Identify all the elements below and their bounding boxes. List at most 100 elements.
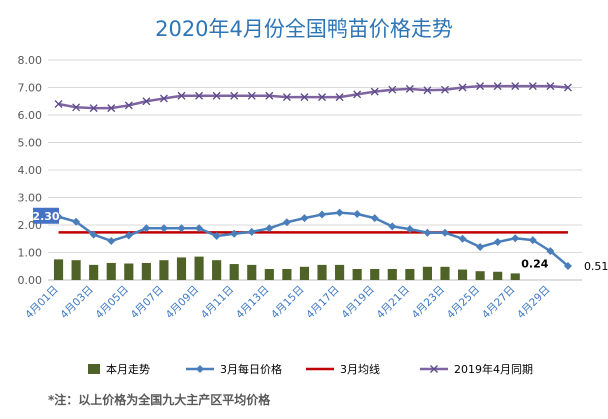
- bar: [229, 264, 239, 280]
- bar-series: [53, 256, 520, 280]
- y-tick-label: 7.00: [18, 82, 43, 95]
- march-daily-point: [159, 224, 168, 233]
- bar: [176, 257, 187, 280]
- bar: [493, 271, 503, 280]
- bar: [159, 260, 169, 280]
- x-tick-label: 4月29日: [515, 284, 553, 322]
- march-daily-point: [230, 229, 239, 238]
- last-year-point: [72, 103, 81, 112]
- march-daily-point: [142, 224, 151, 233]
- data-label: 2.30: [32, 210, 59, 223]
- march-daily-point: [72, 217, 81, 226]
- last-year-line: [58, 84, 569, 110]
- last-year-point: [89, 104, 98, 113]
- march-daily-point: [493, 238, 502, 247]
- last-year-point: [230, 91, 239, 100]
- march-daily-point: [546, 247, 555, 256]
- bar: [387, 269, 397, 280]
- y-tick-label: 5.00: [18, 137, 43, 150]
- last-year-point: [159, 94, 168, 103]
- legend-item: 3月每日价格: [186, 362, 282, 376]
- x-tick-label: 4月25日: [445, 284, 483, 322]
- legend-item: 2019年4月同期: [420, 362, 533, 376]
- y-tick-label: 1.00: [18, 247, 43, 260]
- march-daily-point: [458, 234, 467, 243]
- chart-title: 2020年4月份全国鸭苗价格走势: [155, 17, 453, 41]
- bar: [194, 256, 204, 280]
- x-tick-label: 4月15日: [269, 284, 307, 322]
- x-tick-label: 4月03日: [58, 284, 96, 322]
- march-daily-point: [511, 234, 520, 243]
- last-year-point: [318, 93, 326, 102]
- x-tick-label: 4月01日: [23, 284, 61, 322]
- march-daily-point: [318, 210, 327, 219]
- bar: [317, 264, 327, 280]
- x-tick-label: 4月07日: [129, 284, 167, 322]
- bar: [457, 269, 468, 280]
- last-year-point: [282, 93, 291, 102]
- bar: [370, 269, 380, 280]
- y-tick-label: 8.00: [18, 54, 43, 67]
- bar: [212, 260, 222, 280]
- march-daily-point: [405, 225, 414, 234]
- bar: [475, 271, 485, 280]
- bar: [510, 273, 520, 280]
- last-year-point: [177, 91, 186, 100]
- grid: [48, 59, 582, 253]
- x-tick-label: 4月27日: [480, 284, 518, 322]
- last-year-point: [388, 85, 397, 94]
- march-daily-point: [212, 232, 221, 240]
- y-tick-label: 0.00: [18, 274, 43, 287]
- march-daily-point: [476, 243, 485, 251]
- legend-label: 3月均线: [340, 362, 380, 376]
- last-year-point: [476, 82, 485, 91]
- x-tick-label: 4月17日: [304, 284, 342, 322]
- bar: [352, 269, 362, 280]
- last-year-point: [124, 101, 133, 110]
- x-axis-ticks: 4月01日4月03日4月05日4月07日4月09日4月11日4月13日4月15日…: [23, 284, 552, 322]
- y-tick-label: 4.00: [18, 164, 43, 177]
- legend-item: 3月均线: [306, 362, 380, 376]
- march-daily-point: [107, 236, 116, 245]
- last-year-point: [423, 86, 432, 95]
- bar: [124, 263, 134, 280]
- x-tick-label: 4月05日: [93, 284, 131, 322]
- legend: 本月走势 3月每日价格 3月均线 2019年4月同期: [88, 362, 533, 376]
- last-year-point: [511, 82, 520, 91]
- line-series: [54, 82, 572, 270]
- legend-item: 本月走势: [88, 362, 150, 376]
- x-tick-label: 4月09日: [164, 284, 202, 322]
- march-daily-point: [177, 224, 186, 233]
- data-label-badge: [33, 207, 59, 224]
- last-year-point: [441, 85, 449, 94]
- bar: [282, 269, 292, 280]
- last-year-point: [107, 104, 116, 113]
- bar: [247, 264, 257, 280]
- legend-label: 2019年4月同期: [454, 362, 533, 376]
- last-year-point: [370, 87, 379, 96]
- last-year-point: [142, 97, 151, 106]
- data-label: 0.24: [521, 257, 548, 270]
- x-tick-label: 4月11日: [199, 284, 237, 322]
- bar: [264, 269, 274, 280]
- last-year-point: [405, 84, 414, 93]
- x-tick-label: 4月21日: [374, 284, 412, 322]
- march-daily-point: [440, 228, 449, 237]
- march-daily-point: [124, 231, 133, 240]
- march-daily-point: [335, 208, 344, 217]
- last-year-point: [247, 91, 256, 100]
- march-daily-point: [265, 224, 274, 233]
- bar: [89, 264, 99, 280]
- march-daily-line: [58, 211, 569, 267]
- last-year-point: [195, 91, 204, 100]
- bar: [335, 264, 345, 280]
- bar: [299, 266, 310, 280]
- last-year-point: [458, 83, 467, 92]
- last-year-point: [212, 91, 221, 100]
- march-daily-point: [388, 222, 397, 231]
- bar: [71, 260, 81, 280]
- data-labels: 2.30 0.24 0.51: [32, 207, 608, 273]
- last-year-point: [54, 100, 63, 108]
- bar: [405, 269, 415, 280]
